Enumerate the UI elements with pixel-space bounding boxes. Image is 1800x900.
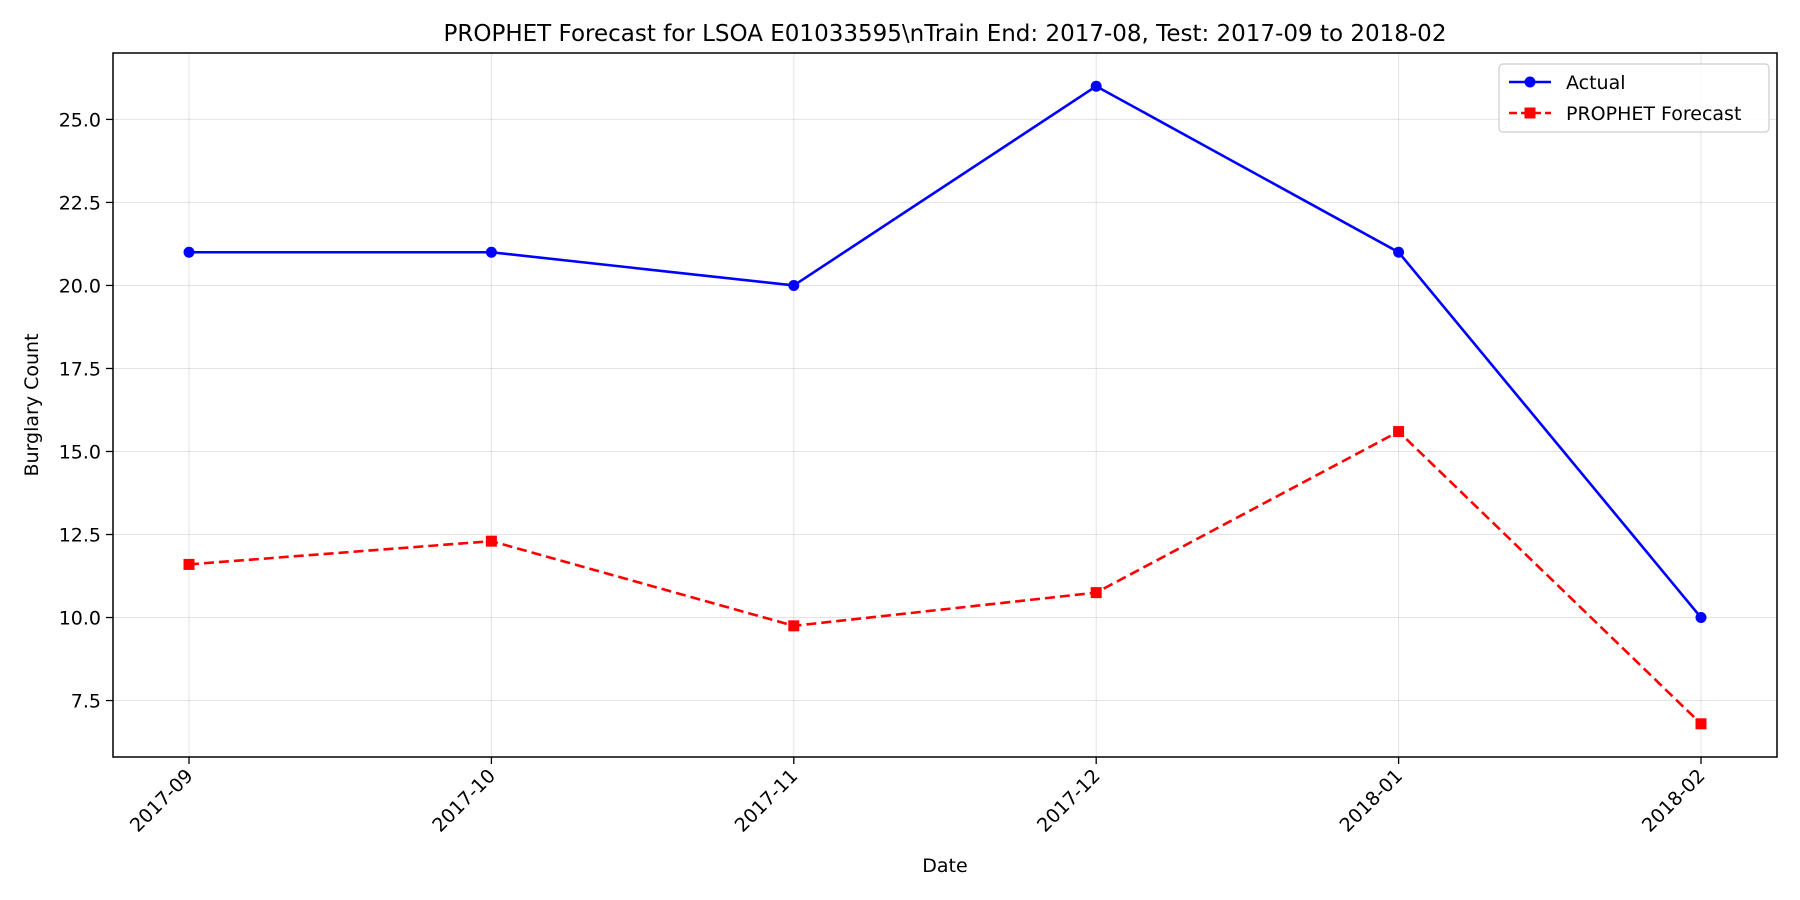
y-tick-label: 22.5 <box>59 192 101 214</box>
y-tick-label: 7.5 <box>71 691 101 713</box>
data-point <box>1695 612 1707 624</box>
legend-marker <box>1524 76 1536 88</box>
data-point <box>1695 718 1707 730</box>
y-tick-label: 17.5 <box>59 358 101 380</box>
y-tick-label: 12.5 <box>59 525 101 547</box>
y-tick-label: 10.0 <box>59 608 101 630</box>
y-axis-title: Burglary Count <box>21 333 43 476</box>
y-axis: 7.5 10.0 12.5 15.0 17.5 20.0 22.5 25.0 <box>59 109 113 713</box>
grid <box>113 53 1777 757</box>
series-group <box>183 80 1707 730</box>
data-point <box>788 620 800 632</box>
legend-entry: PROPHET Forecast <box>1509 103 1741 125</box>
data-point <box>1393 246 1405 258</box>
legend-label: PROPHET Forecast <box>1566 103 1741 125</box>
data-point <box>183 246 195 258</box>
data-point <box>485 246 497 258</box>
data-point <box>1090 587 1102 599</box>
series-prophet-forecast <box>183 426 1707 730</box>
y-tick-label: 25.0 <box>59 109 101 131</box>
series-actual <box>183 80 1707 624</box>
legend-entry: Actual <box>1509 72 1626 94</box>
data-point <box>183 558 195 570</box>
legend-box <box>1498 63 1770 133</box>
y-tick-label: 15.0 <box>59 441 101 463</box>
data-point <box>485 535 497 547</box>
series-line <box>188 430 1702 725</box>
data-point <box>1090 80 1102 92</box>
plot-area-frame <box>112 52 1778 758</box>
legend-marker <box>1524 107 1536 119</box>
series-line <box>189 84 1703 619</box>
data-point <box>1393 426 1405 438</box>
chart-title: PROPHET Forecast for LSOA E01033595\nTra… <box>444 21 1447 47</box>
data-point <box>788 279 800 291</box>
y-tick-label: 20.0 <box>59 275 101 297</box>
x-axis-title: Date <box>922 855 967 877</box>
legend: Actual PROPHET Forecast <box>1498 63 1770 133</box>
legend-label: Actual <box>1566 72 1626 94</box>
